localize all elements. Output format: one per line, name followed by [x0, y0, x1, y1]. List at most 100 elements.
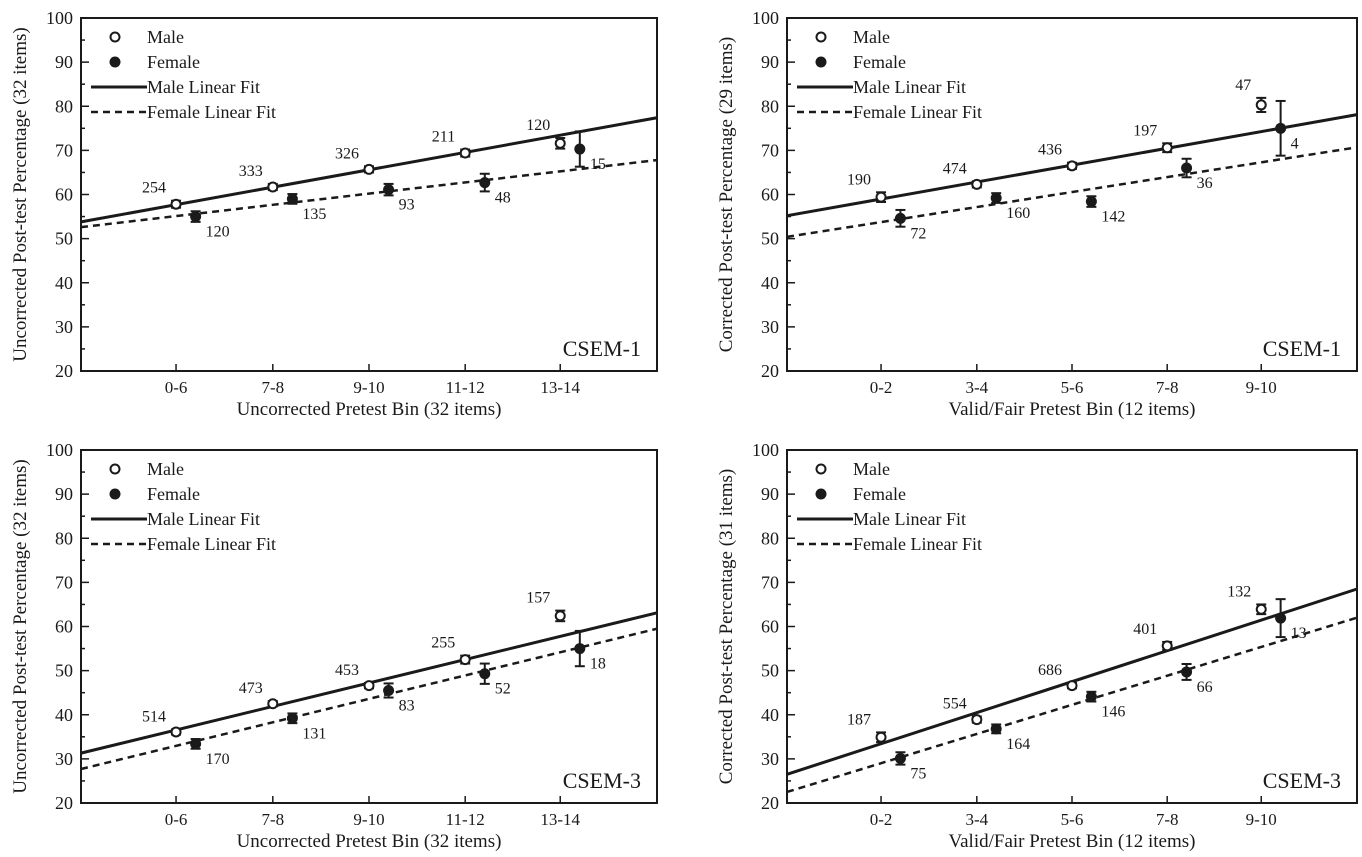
male-data-point	[971, 178, 983, 190]
male-data-point	[1161, 142, 1173, 154]
female-data-point	[1085, 691, 1097, 703]
legend-female-fit-label: Female Linear Fit	[853, 102, 982, 122]
x-tick-label: 3-4	[965, 810, 988, 829]
male-count-label: 453	[335, 662, 359, 679]
male-count-label: 190	[847, 171, 871, 188]
x-tick-label: 11-12	[446, 378, 485, 397]
panel-label: CSEM-3	[1263, 768, 1341, 793]
male-count-label: 401	[1133, 621, 1157, 638]
y-tick-label: 30	[55, 317, 73, 337]
panel-label: CSEM-1	[563, 336, 641, 361]
legend-male-marker	[109, 463, 121, 475]
x-tick-label: 0-6	[165, 378, 188, 397]
x-tick-label: 9-10	[353, 810, 384, 829]
male-count-label: 326	[335, 145, 359, 162]
male-data-point	[363, 680, 375, 692]
y-tick-label: 50	[55, 661, 73, 681]
panel-label: CSEM-3	[563, 768, 641, 793]
female-count-label: 160	[1006, 205, 1030, 222]
chart-panel-4: 20 30 40 50 60 70 80 90 100 0-2 3-4 5-6 7-8 9-10 Valid…	[716, 440, 1358, 852]
legend-male-fit-label: Male Linear Fit	[147, 77, 260, 97]
female-count-label: 146	[1101, 704, 1125, 721]
male-count-label: 474	[943, 160, 967, 177]
y-tick-label: 100	[752, 440, 779, 460]
male-count-label: 333	[239, 163, 263, 180]
female-count-label: 142	[1101, 209, 1125, 226]
female-count-label: 83	[399, 697, 415, 714]
y-tick-label: 100	[46, 8, 73, 28]
female-count-label: 18	[590, 656, 606, 673]
male-count-label: 197	[1133, 122, 1157, 139]
x-tick-label: 13-14	[540, 378, 580, 397]
x-tick-label: 0-2	[870, 810, 893, 829]
male-count-label: 187	[847, 711, 871, 728]
female-count-label: 4	[1291, 135, 1299, 152]
legend-male-label: Male	[147, 27, 184, 47]
x-axis-title: Valid/Fair Pretest Bin (12 items)	[949, 399, 1196, 420]
legend-female-marker	[109, 488, 121, 500]
female-data-point	[894, 752, 906, 764]
male-data-point	[1066, 680, 1078, 692]
female-data-point	[479, 177, 491, 189]
x-tick-label: 7-8	[261, 378, 284, 397]
y-tick-label: 100	[752, 8, 779, 28]
female-data-point	[1275, 612, 1287, 624]
female-count-label: 13	[1291, 625, 1307, 642]
x-tick-label: 3-4	[965, 378, 988, 397]
male-count-label: 436	[1038, 142, 1062, 159]
female-data-point	[990, 723, 1002, 735]
female-data-point	[190, 211, 202, 223]
x-tick-label: 5-6	[1061, 810, 1084, 829]
legend-female-label: Female	[147, 52, 200, 72]
y-tick-label: 100	[46, 440, 73, 460]
legend-male-label: Male	[853, 459, 890, 479]
male-count-label: 132	[1227, 583, 1251, 600]
x-tick-label: 7-8	[261, 810, 284, 829]
male-count-label: 47	[1235, 77, 1251, 94]
y-tick-label: 80	[55, 528, 73, 548]
legend-male-fit-label: Male Linear Fit	[853, 77, 966, 97]
y-axis-title: Corrected Post-test Percentage (31 items…	[716, 469, 737, 785]
male-data-point	[363, 163, 375, 175]
male-count-label: 120	[526, 117, 550, 134]
y-tick-label: 20	[55, 793, 73, 813]
y-tick-label: 70	[761, 140, 779, 160]
legend-female-fit-label: Female Linear Fit	[147, 102, 276, 122]
chart-panel-2: 20 30 40 50 60 70 80 90 100 0-2 3-4 5-6 7-8 9-10 Valid…	[716, 8, 1358, 420]
legend: Male Female Male Linear Fit Female Linear F…	[91, 459, 276, 554]
male-count-label: 157	[526, 590, 550, 607]
male-count-label: 255	[431, 635, 455, 652]
y-tick-label: 20	[761, 361, 779, 381]
y-tick-label: 50	[55, 229, 73, 249]
female-data-point	[574, 143, 586, 155]
y-tick-label: 70	[761, 572, 779, 592]
legend-female-label: Female	[147, 484, 200, 504]
female-count-label: 75	[910, 765, 926, 782]
female-data-point	[286, 193, 298, 205]
female-data-point	[990, 192, 1002, 204]
panel-label: CSEM-1	[1263, 336, 1341, 361]
female-linear-fit-line	[786, 146, 1358, 239]
legend-female-marker	[815, 488, 827, 500]
female-linear-fit-line	[786, 616, 1358, 794]
y-tick-label: 40	[55, 705, 73, 725]
legend: Male Female Male Linear Fit Female Linear F…	[91, 27, 276, 122]
y-axis-title: Uncorrected Post-test Percentage (32 ite…	[10, 459, 31, 794]
female-data-point	[383, 184, 395, 196]
chart-panel-1: 20 30 40 50 60 70 80 90 100 0-6 7-8 9-10 11-12 13-14 U…	[10, 8, 658, 420]
female-count-label: 72	[910, 225, 926, 242]
y-tick-label: 60	[55, 185, 73, 205]
y-tick-label: 80	[761, 528, 779, 548]
male-data-point	[1066, 160, 1078, 172]
x-tick-label: 9-10	[353, 378, 384, 397]
y-tick-label: 40	[55, 273, 73, 293]
male-data-point	[267, 181, 279, 193]
legend-male-label: Male	[853, 27, 890, 47]
male-count-label: 254	[142, 180, 166, 197]
male-count-label: 514	[142, 708, 166, 725]
y-tick-label: 90	[761, 484, 779, 504]
female-data-point	[286, 712, 298, 724]
legend-female-fit-label: Female Linear Fit	[853, 534, 982, 554]
female-linear-fit-line	[80, 627, 658, 771]
x-tick-label: 0-6	[165, 810, 188, 829]
